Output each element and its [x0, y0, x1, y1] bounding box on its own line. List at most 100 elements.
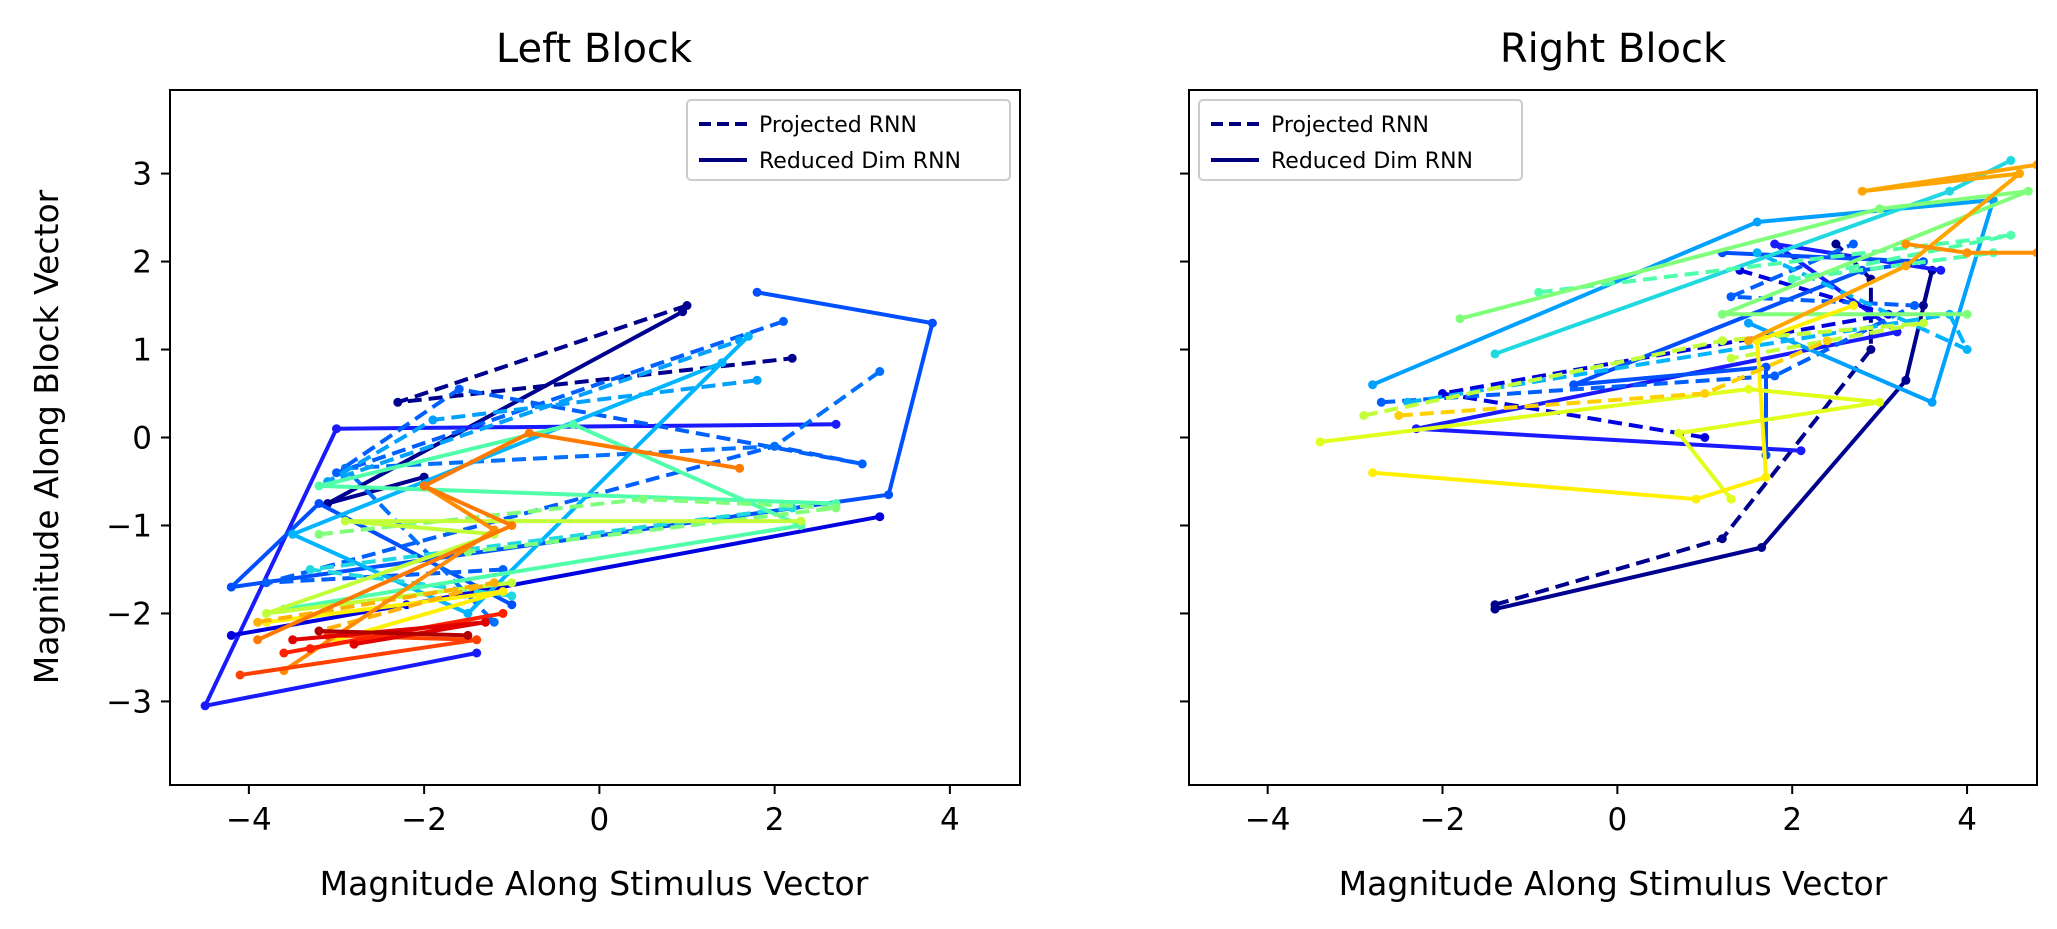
right-x-tick-label: 0 [1608, 802, 1628, 838]
left-series-11-point [638, 494, 648, 504]
right-series-10-point [2023, 186, 2033, 196]
left-series-17-point [235, 670, 245, 680]
left-y-tick-label: 1 [132, 333, 152, 369]
right-series-8-point [1945, 186, 1955, 196]
left-series-12-point [261, 608, 271, 618]
left-series-16-point [507, 521, 517, 530]
left-series-line-20 [317, 629, 470, 638]
left-series-11-point [831, 503, 841, 513]
right-x-tick-label: −2 [1420, 802, 1466, 838]
right-series-15-point [2015, 169, 2024, 179]
right-series-1-point [1490, 604, 1500, 614]
right-series-13-point [1691, 494, 1701, 504]
right-series-5-point [1376, 397, 1386, 407]
right-series-5-point [1848, 239, 1858, 249]
right-series-line-9 [1538, 233, 2013, 295]
right-series-15-point [1901, 261, 1911, 271]
left-x-axis-label: Magnitude Along Stimulus Vector [320, 864, 869, 903]
left-series-0-point [393, 397, 403, 407]
right-series-13-point [1761, 472, 1771, 482]
left-series-12-point [340, 516, 350, 526]
left-series-20-point [314, 626, 324, 636]
right-series-10-point [1717, 309, 1727, 319]
left-series-3-point [226, 582, 236, 592]
right-series-6-point [1368, 380, 1378, 390]
right-series-11-point [1717, 336, 1727, 346]
left-x-tick-label: 4 [940, 802, 960, 838]
left-series-2-point [200, 701, 210, 711]
right-series-11-point [1726, 353, 1736, 363]
left-legend-label: Reduced Dim RNN [759, 149, 961, 174]
left-series-16-point [253, 635, 263, 645]
right-series-line-0 [1494, 242, 1873, 607]
left-series-3-point [884, 490, 894, 500]
left-legend-label: Projected RNN [759, 113, 917, 138]
left-series-18-point [279, 648, 289, 658]
left-series-line-6 [343, 369, 881, 624]
right-panel-title: Right Block [1500, 26, 1727, 72]
right-series-12-point [1875, 397, 1885, 407]
right-series-2-point [1796, 446, 1806, 456]
right-series-9-point [1787, 274, 1797, 284]
right-series-0-point [1717, 534, 1727, 544]
left-series-3-point [507, 600, 517, 610]
left-series-group [200, 287, 937, 711]
right-series-0-point [1866, 345, 1876, 354]
left-series-17-point [472, 635, 482, 645]
right-series-8-point [2006, 155, 2016, 165]
left-series-14-point [489, 578, 499, 588]
left-series-12-point [796, 516, 806, 526]
left-series-19-point [481, 617, 490, 627]
right-series-14-point [1822, 336, 1832, 346]
left-series-3-point [927, 318, 937, 328]
right-series-11-point [1359, 411, 1369, 420]
right-series-6-point [1744, 318, 1753, 328]
left-series-19-point [349, 639, 359, 649]
left-series-9-point [507, 591, 517, 601]
right-series-5-point [1770, 371, 1780, 381]
left-series-11-point [314, 529, 324, 539]
right-series-2-point [1936, 265, 1946, 275]
left-legend: Projected RNN Reduced Dim RNN [686, 99, 1011, 181]
right-x-tick-label: 2 [1782, 802, 1802, 838]
right-series-line-11 [1363, 321, 1926, 418]
right-series-0-point [1831, 239, 1841, 249]
right-series-10-point [1875, 204, 1885, 214]
right-panel: Right Block Magnitude Along Stimulus Vec… [1180, 26, 2038, 903]
left-series-line-7 [325, 338, 758, 484]
left-series-2-point [472, 648, 482, 658]
right-legend: Projected RNN Reduced Dim RNN [1198, 99, 1523, 181]
left-series-8-point [743, 331, 753, 341]
left-series-16-point [735, 463, 745, 473]
right-series-12-point [1744, 384, 1753, 394]
left-series-18-point [498, 608, 508, 618]
left-series-2-point [332, 424, 341, 434]
left-series-7-point [752, 375, 762, 385]
right-series-9-point [2006, 230, 2016, 240]
right-legend-label: Projected RNN [1271, 113, 1429, 138]
right-series-6-point [1927, 397, 1937, 407]
left-series-10-point [568, 419, 578, 429]
left-panel: Left Block Magnitude Along Stimulus Vect… [27, 26, 1021, 903]
right-legend-label: Reduced Dim RNN [1271, 149, 1473, 174]
left-series-line-2 [203, 422, 838, 708]
right-series-1-point [1918, 301, 1928, 310]
left-y-tick-label: −1 [106, 508, 152, 544]
right-series-14-point [1700, 389, 1710, 398]
left-x-tick-label: −2 [401, 802, 447, 838]
right-series-1-point [1901, 375, 1911, 385]
left-series-5-point [226, 630, 236, 640]
left-series-4-point [261, 578, 271, 588]
left-y-tick-label: 2 [132, 245, 152, 281]
right-series-15-point [2032, 160, 2037, 170]
left-series-6-point [875, 367, 885, 376]
left-series-1-point [678, 307, 688, 317]
right-series-12-point [1726, 494, 1736, 504]
left-series-10-point [314, 481, 324, 491]
left-series-8-point [288, 529, 298, 539]
left-series-8-point [463, 608, 473, 618]
left-series-4-point [332, 468, 341, 478]
right-series-16-point [1962, 248, 1972, 258]
left-y-tick-label: 3 [132, 157, 152, 193]
